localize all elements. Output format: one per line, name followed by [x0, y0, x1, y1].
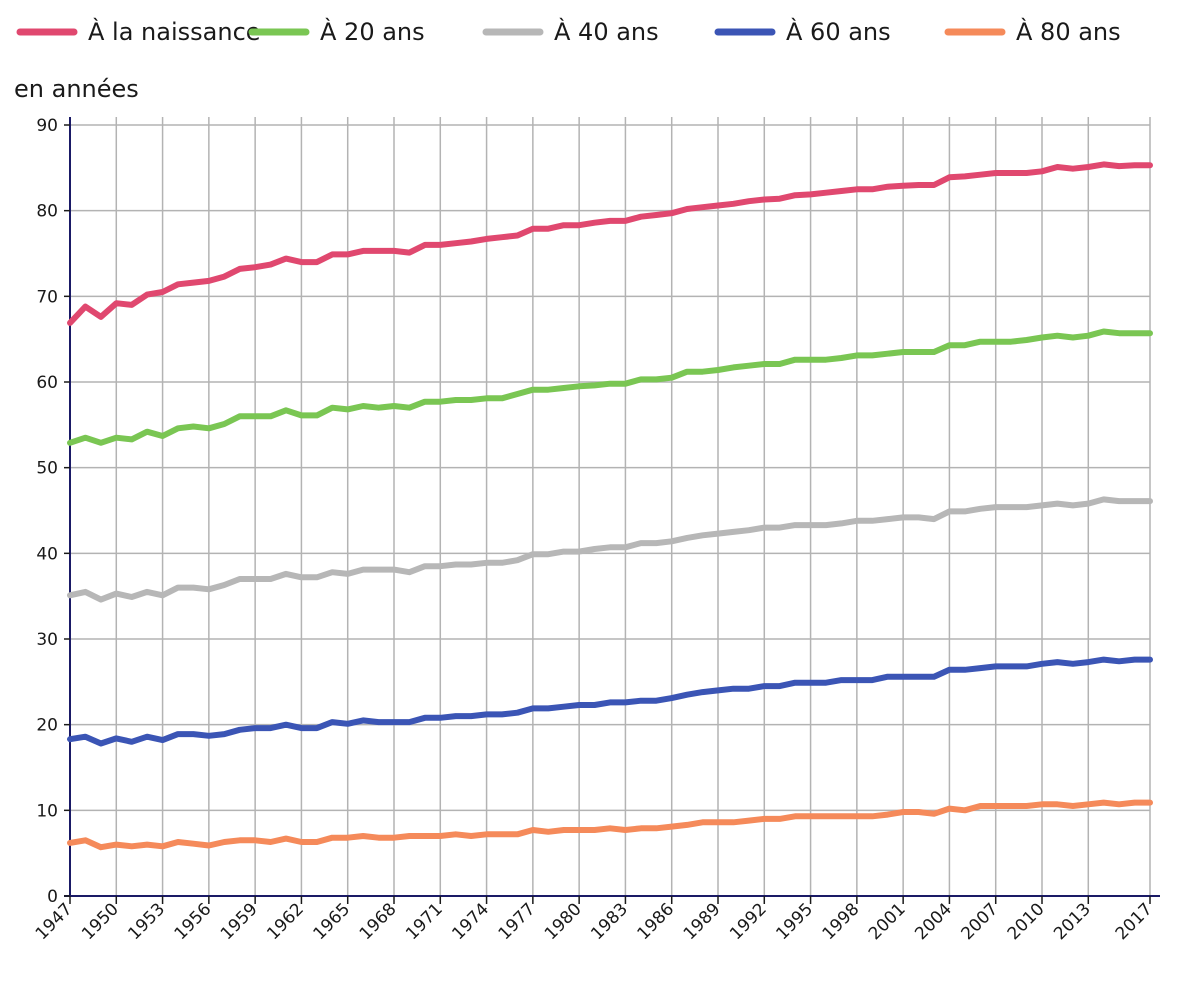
y-tick-label: 70 — [36, 287, 58, 307]
x-tick-label: 1968 — [356, 899, 401, 944]
x-tick-label: 1956 — [171, 899, 216, 944]
chart-axes — [64, 117, 1160, 897]
x-tick-label: 1989 — [680, 899, 725, 944]
y-tick-label: 30 — [36, 630, 58, 650]
series-line-5 — [67, 799, 1153, 851]
x-tick-label: 1986 — [634, 899, 679, 944]
x-tick-label: 2013 — [1050, 899, 1095, 944]
x-tick-label: 1953 — [124, 899, 169, 944]
x-tick-label: 1959 — [217, 899, 262, 944]
x-tick-label: 1950 — [78, 899, 123, 944]
x-tick-label: 1965 — [310, 899, 355, 944]
y-tick-label: 50 — [36, 459, 58, 479]
x-tick-label: 1980 — [541, 899, 586, 944]
x-tick-label: 1995 — [772, 899, 817, 944]
y-tick-label: 40 — [36, 544, 58, 564]
x-tick-label: 1977 — [495, 899, 540, 944]
y-tick-label: 10 — [36, 801, 58, 821]
x-tick-label: 2010 — [1004, 899, 1049, 944]
x-tick-label: 1983 — [587, 899, 632, 944]
y-tick-label: 60 — [36, 373, 58, 393]
x-tick-label: 2004 — [911, 899, 956, 944]
series-line-1 — [67, 161, 1153, 326]
legend-label: À 20 ans — [320, 17, 425, 46]
y-axis-unit-label: en années — [14, 75, 139, 103]
chart-legend: À la naissance À 20 ans À 40 ans À 60 ans À … — [16, 17, 1121, 46]
series-line-2 — [67, 328, 1153, 446]
series-line-4 — [67, 656, 1153, 747]
chart-series — [67, 161, 1153, 851]
x-tick-label: 1998 — [819, 899, 864, 944]
x-axis-ticks: 1947 1950 1953 1956 1959 1962 1965 1968 1971 1974… — [32, 896, 1157, 944]
x-tick-label: 1974 — [448, 899, 493, 944]
x-tick-label: 1992 — [726, 899, 771, 944]
x-tick-label: 1971 — [402, 899, 447, 944]
legend-label: À 60 ans — [786, 17, 891, 46]
series-line-3 — [67, 496, 1153, 603]
y-tick-label: 80 — [36, 202, 58, 222]
y-tick-label: 20 — [36, 716, 58, 736]
y-tick-label: 0 — [47, 887, 58, 907]
x-tick-label: 2007 — [958, 899, 1003, 944]
x-tick-label: 2017 — [1112, 899, 1157, 944]
x-tick-label: 1962 — [263, 899, 308, 944]
y-axis-ticks: 0 10 20 30 40 50 60 70 80 90 — [36, 116, 70, 907]
legend-label: À 40 ans — [554, 17, 659, 46]
x-tick-label: 2001 — [865, 899, 910, 944]
legend-label: À 80 ans — [1016, 17, 1121, 46]
y-tick-label: 90 — [36, 116, 58, 136]
legend-label: À la naissance — [88, 17, 261, 46]
